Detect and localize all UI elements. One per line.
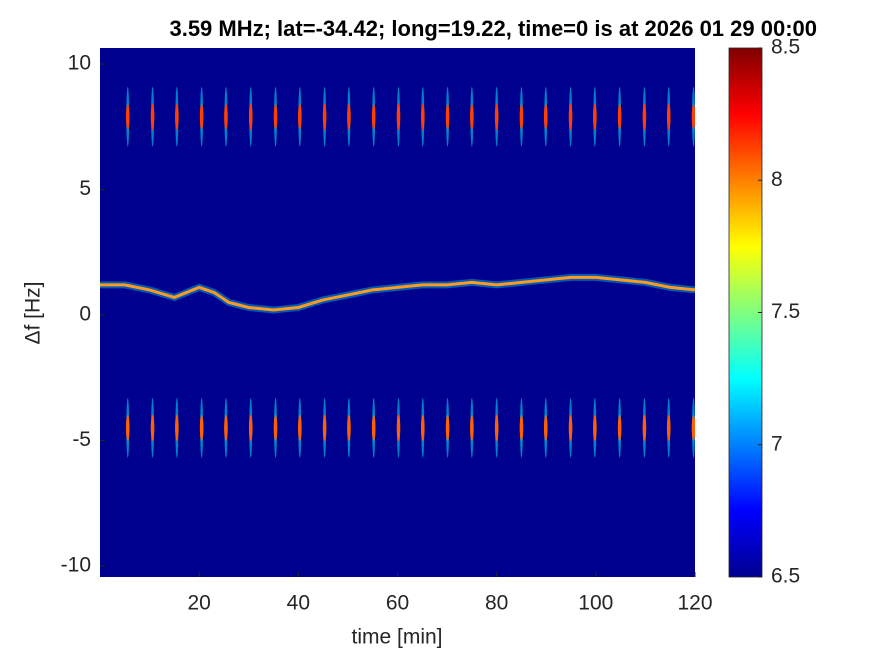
y-tick-label: 0 xyxy=(79,303,91,326)
x-tick-label: 60 xyxy=(386,592,409,615)
spike xyxy=(617,103,622,130)
spike xyxy=(642,414,647,441)
spike xyxy=(224,103,228,130)
y-axis-label: Δf [Hz] xyxy=(22,281,45,344)
spike xyxy=(273,103,278,130)
spike xyxy=(519,414,524,441)
spike xyxy=(494,103,499,130)
spike xyxy=(691,414,695,441)
spike xyxy=(691,103,695,130)
spike xyxy=(125,103,130,130)
spike xyxy=(273,414,278,441)
spike xyxy=(445,414,450,441)
spike xyxy=(175,414,179,441)
spike xyxy=(617,414,622,441)
spike xyxy=(445,103,450,130)
x-tick-label: 120 xyxy=(677,592,712,615)
spike xyxy=(298,414,302,441)
spike xyxy=(519,103,524,130)
spike xyxy=(371,103,376,130)
spike xyxy=(420,414,425,441)
x-tick-label: 40 xyxy=(287,592,310,615)
plot-area xyxy=(100,86,695,458)
colorbar-tick-label: 7.5 xyxy=(771,300,800,323)
spike xyxy=(347,103,351,130)
spike xyxy=(568,414,573,441)
spike xyxy=(568,103,573,130)
spike xyxy=(494,414,499,441)
x-axis-label: time [min] xyxy=(351,626,442,649)
spike xyxy=(150,103,155,130)
spike xyxy=(224,414,228,441)
colorbar xyxy=(728,47,763,578)
colorbar-tick-label: 6.5 xyxy=(771,565,800,588)
spike xyxy=(322,103,327,130)
spike xyxy=(470,103,474,130)
spike xyxy=(347,414,351,441)
spike xyxy=(248,414,253,441)
spike xyxy=(125,414,130,441)
spike xyxy=(298,103,302,130)
spike xyxy=(199,103,204,130)
colorbar-tick-label: 8 xyxy=(771,168,783,191)
y-tick-label: -5 xyxy=(72,428,91,451)
chart-title: 3.59 MHz; lat=-34.42; long=19.22, time=0… xyxy=(169,16,817,41)
spike xyxy=(175,103,179,130)
spike xyxy=(666,414,671,441)
spike xyxy=(396,103,401,130)
spike xyxy=(543,103,548,130)
spike xyxy=(396,414,401,441)
spike xyxy=(420,103,425,130)
spike xyxy=(322,414,327,441)
spike xyxy=(150,414,155,441)
spike xyxy=(593,103,597,130)
spike xyxy=(199,414,204,441)
spike xyxy=(543,414,548,441)
spike xyxy=(666,103,671,130)
spike xyxy=(248,103,253,130)
y-tick-label: 5 xyxy=(79,177,91,200)
signal-trace xyxy=(100,275,695,312)
spike xyxy=(371,414,376,441)
colorbar-tick-label: 7 xyxy=(771,432,783,455)
colorbar-tick-label: 8.5 xyxy=(771,36,800,59)
y-tick-label: -10 xyxy=(61,554,91,577)
spike xyxy=(470,414,474,441)
x-tick-label: 80 xyxy=(485,592,508,615)
x-tick-label: 100 xyxy=(578,592,613,615)
x-tick-label: 20 xyxy=(187,592,210,615)
y-tick-label: 10 xyxy=(68,52,91,75)
spike xyxy=(642,103,647,130)
spike xyxy=(593,414,597,441)
